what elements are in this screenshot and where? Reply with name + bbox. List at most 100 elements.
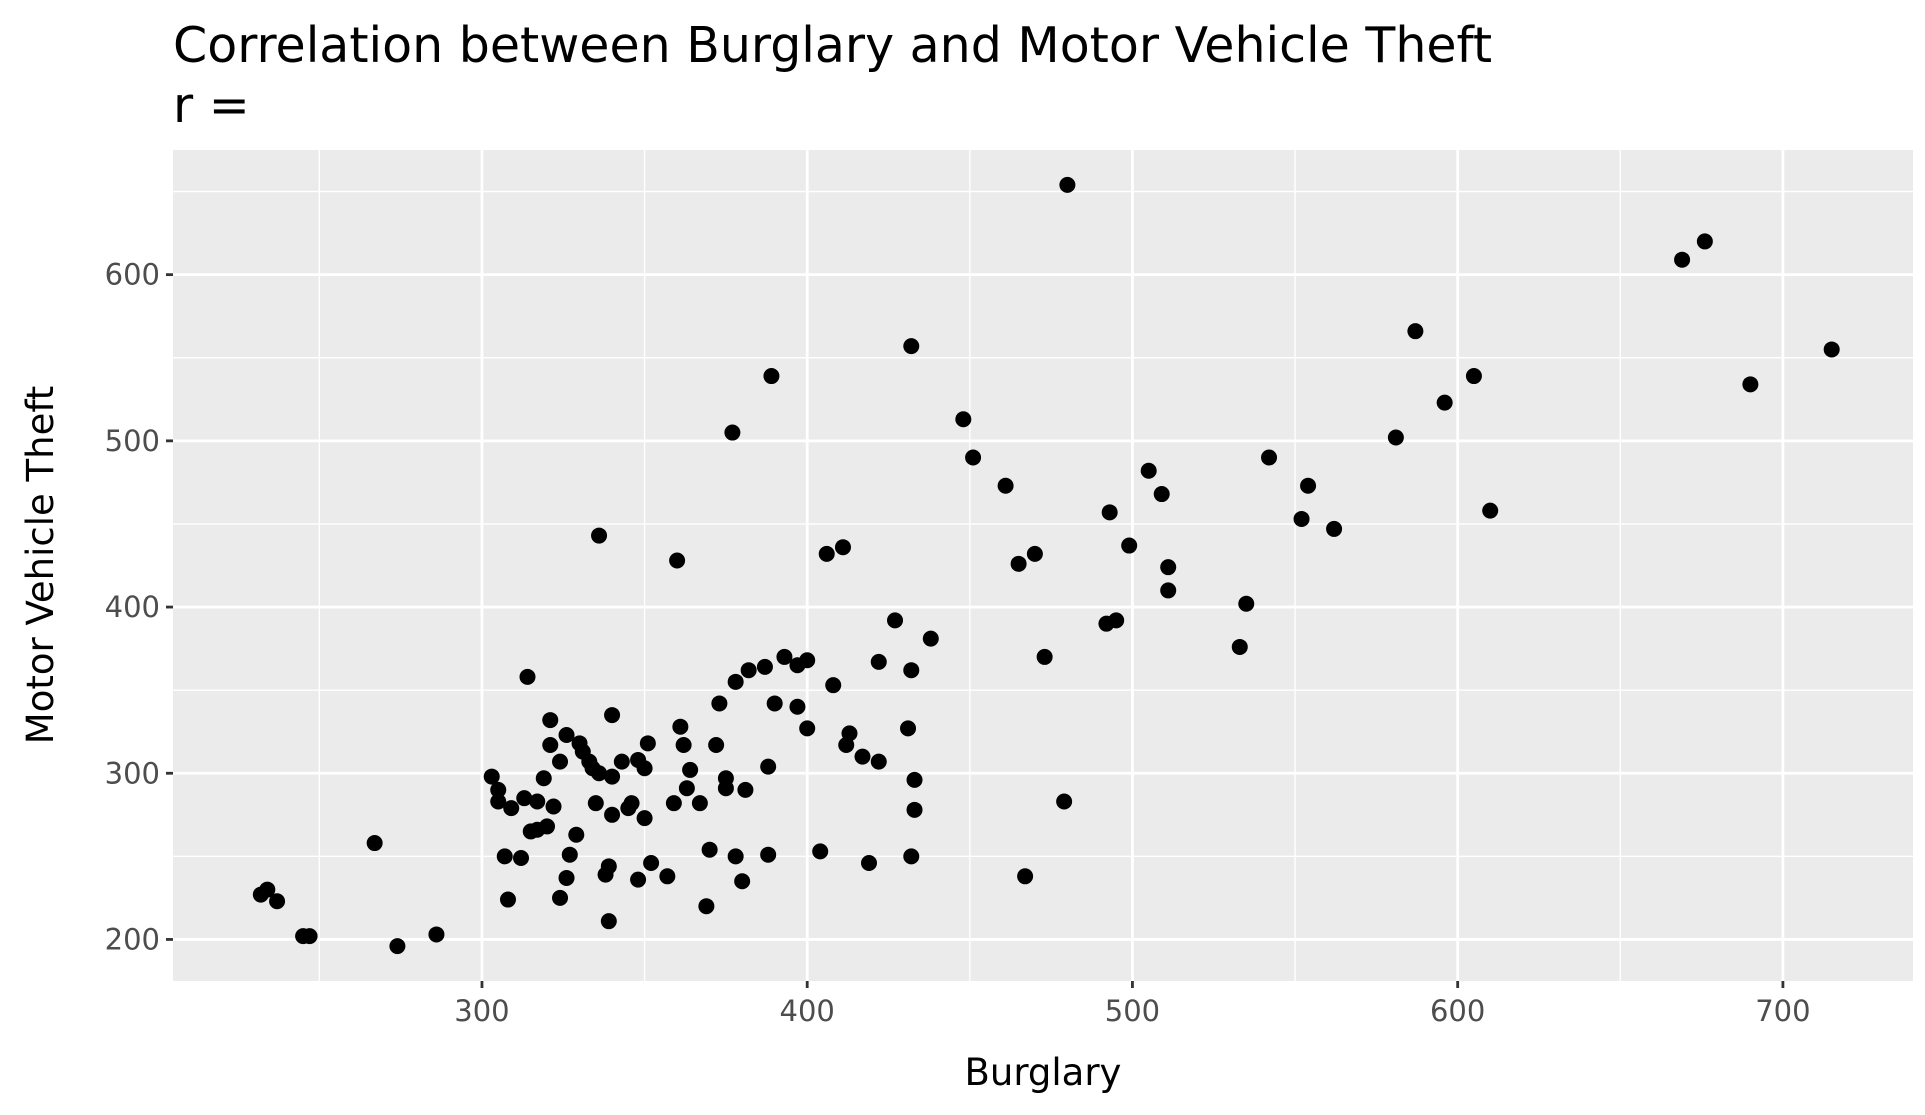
data-point bbox=[552, 753, 569, 770]
data-point bbox=[1101, 504, 1118, 521]
x-tick-label: 500 bbox=[1105, 994, 1160, 1028]
data-point bbox=[483, 768, 500, 785]
chart-subtitle: r = bbox=[173, 77, 250, 134]
data-point bbox=[691, 795, 708, 812]
data-point bbox=[636, 760, 653, 777]
data-point bbox=[542, 736, 559, 753]
data-point bbox=[1436, 394, 1453, 411]
data-point bbox=[825, 677, 842, 694]
data-point bbox=[1326, 520, 1343, 537]
chart-title: Correlation between Burglary and Motor V… bbox=[173, 17, 1492, 74]
data-point bbox=[1238, 595, 1255, 612]
data-point bbox=[604, 806, 621, 823]
data-point bbox=[861, 854, 877, 871]
y-tick-label: 500 bbox=[105, 424, 160, 458]
data-point bbox=[812, 843, 829, 860]
data-points bbox=[252, 176, 1840, 955]
data-point bbox=[428, 926, 445, 943]
data-point bbox=[1059, 176, 1076, 193]
data-point bbox=[259, 881, 276, 898]
data-point bbox=[1823, 341, 1840, 358]
data-point bbox=[636, 810, 653, 827]
data-point bbox=[269, 893, 286, 910]
x-tick-label: 600 bbox=[1430, 994, 1485, 1028]
data-point bbox=[1026, 545, 1043, 562]
data-point bbox=[1696, 233, 1713, 250]
data-point bbox=[587, 795, 604, 812]
data-point bbox=[558, 727, 575, 744]
data-point bbox=[711, 695, 728, 712]
y-axis-title: Motor Vehicle Theft bbox=[19, 386, 62, 744]
y-tick-label: 200 bbox=[105, 922, 160, 956]
data-point bbox=[776, 648, 793, 665]
data-point bbox=[727, 673, 744, 690]
data-point bbox=[799, 652, 816, 669]
data-point bbox=[708, 736, 725, 753]
data-point bbox=[529, 793, 546, 810]
y-tick-label: 600 bbox=[105, 258, 160, 292]
data-point bbox=[630, 871, 647, 888]
data-point bbox=[568, 826, 585, 843]
data-point bbox=[503, 800, 520, 817]
data-point bbox=[903, 662, 920, 679]
plot-panel bbox=[173, 150, 1913, 981]
y-tick-label: 300 bbox=[105, 756, 160, 790]
data-point bbox=[552, 889, 569, 906]
data-point bbox=[818, 545, 835, 562]
data-point bbox=[903, 848, 920, 865]
minor-gridlines bbox=[173, 150, 1913, 981]
data-point bbox=[672, 718, 689, 735]
data-point bbox=[1121, 537, 1138, 554]
data-point bbox=[760, 846, 777, 863]
data-point bbox=[659, 868, 676, 885]
data-point bbox=[1010, 555, 1027, 572]
data-point bbox=[799, 720, 816, 737]
data-point bbox=[834, 539, 851, 556]
data-point bbox=[600, 913, 617, 930]
data-point bbox=[903, 338, 920, 355]
data-point bbox=[1387, 429, 1404, 446]
data-point bbox=[665, 795, 682, 812]
data-point bbox=[965, 449, 982, 466]
y-tick-label: 400 bbox=[105, 590, 160, 624]
data-point bbox=[906, 771, 923, 788]
data-point bbox=[301, 928, 318, 945]
data-point bbox=[737, 781, 754, 798]
data-point bbox=[763, 368, 780, 385]
data-point bbox=[490, 781, 507, 798]
data-point bbox=[1293, 510, 1310, 527]
data-point bbox=[1674, 251, 1691, 268]
data-point bbox=[613, 753, 630, 770]
data-point bbox=[997, 477, 1014, 494]
data-point bbox=[1160, 559, 1177, 576]
data-point bbox=[887, 612, 904, 629]
data-point bbox=[854, 748, 871, 765]
data-point bbox=[496, 848, 513, 865]
data-point bbox=[1407, 323, 1424, 340]
data-point bbox=[841, 725, 858, 742]
data-point bbox=[870, 753, 887, 770]
data-point bbox=[724, 424, 741, 441]
data-point bbox=[539, 818, 556, 835]
data-point bbox=[561, 846, 578, 863]
data-point bbox=[701, 841, 718, 858]
data-point bbox=[734, 873, 751, 890]
data-point bbox=[682, 761, 699, 778]
data-point bbox=[604, 768, 621, 785]
data-point bbox=[1056, 793, 1073, 810]
data-point bbox=[600, 858, 617, 875]
data-point bbox=[545, 798, 562, 815]
data-point bbox=[870, 653, 887, 670]
data-point bbox=[698, 898, 715, 915]
data-point bbox=[499, 891, 516, 908]
data-point bbox=[542, 712, 559, 729]
data-point bbox=[678, 780, 695, 797]
x-tick-label: 300 bbox=[454, 994, 509, 1028]
data-point bbox=[1036, 648, 1053, 665]
data-point bbox=[955, 411, 972, 428]
data-point bbox=[717, 780, 734, 797]
data-point bbox=[669, 552, 686, 569]
x-tick-label: 400 bbox=[780, 994, 835, 1028]
data-point bbox=[1482, 502, 1499, 519]
data-point bbox=[766, 695, 783, 712]
